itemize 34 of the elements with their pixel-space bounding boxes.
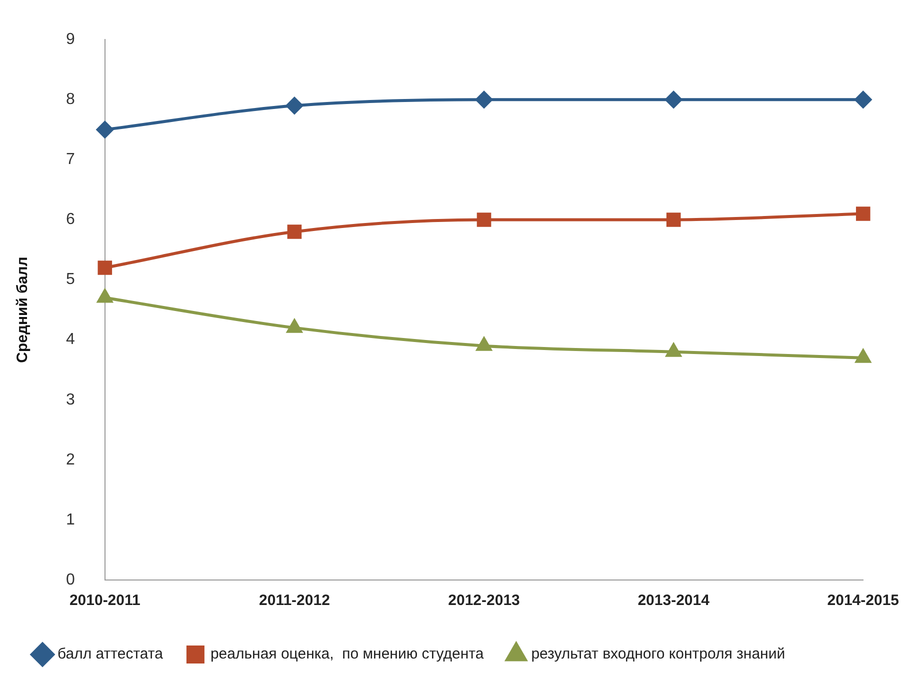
y-tick-label: 9 [66,31,75,48]
point [856,206,870,221]
point [666,343,682,357]
x-tick-label: 2014-2015 [827,592,899,610]
legend-label: реальная оценка, по мнению студента [210,646,484,663]
y-tick-label: 3 [66,391,75,408]
x-tick-label: 2013-2014 [638,592,710,610]
point [287,224,302,239]
y-tick-label: 7 [66,151,75,168]
y-axis-title: Средний балл [14,256,32,363]
legend-label: результат входного контроля знаний [531,646,786,663]
y-tick-label: 0 [66,571,75,588]
point [476,212,492,227]
y-tick-label: 8 [66,91,75,108]
point [98,260,112,275]
point [97,289,112,303]
x-tick-label: 2011-2012 [259,592,330,610]
y-tick-label: 4 [66,331,75,348]
x-tick-label: 2012-2013 [448,592,520,610]
point [665,91,682,108]
y-tick-label: 6 [66,211,75,228]
point [854,91,872,108]
y-tick-label: 2 [66,451,75,468]
point [96,121,114,138]
y-tick-label: 5 [66,271,75,288]
point [856,349,871,363]
point [666,212,681,227]
y-tick-label: 1 [66,511,75,528]
point [476,91,493,108]
legend-label: балл аттестата [58,646,164,663]
point [286,319,302,333]
point [476,337,492,351]
x-tick-label: 2010-2011 [69,592,140,610]
point [286,97,303,114]
